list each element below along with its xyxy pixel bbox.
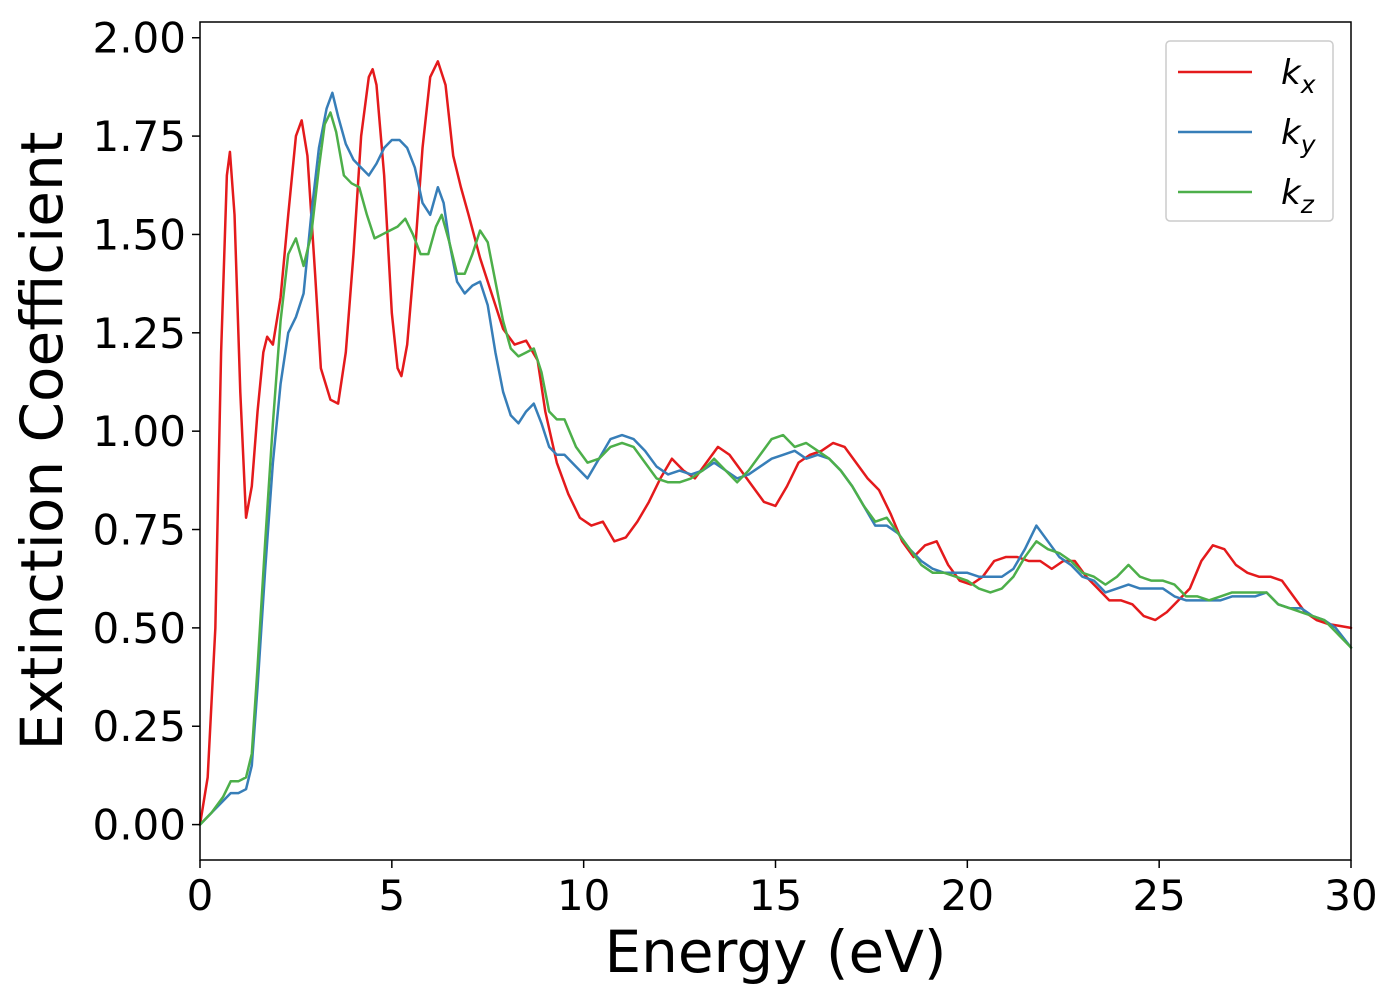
x-tick-label: 5: [378, 871, 405, 920]
x-tick-label: 20: [941, 871, 994, 920]
y-axis-label: Extinction Coefficient: [8, 132, 76, 751]
legend-label: kz: [1281, 173, 1315, 219]
y-tick-label: 0.25: [92, 702, 186, 751]
series-line-ky: [198, 91, 1353, 826]
y-tick-label: 1.50: [92, 210, 186, 259]
x-axis-ticks: 0 5 10 15 20 25 30: [187, 860, 1378, 920]
x-tick-label: 10: [557, 871, 610, 920]
legend: kx ky kz: [1165, 40, 1334, 222]
legend-label: ky: [1281, 113, 1317, 159]
y-tick-label: 1.75: [92, 112, 186, 161]
x-tick-label: 25: [1132, 871, 1185, 920]
y-tick-label: 0.00: [92, 801, 186, 850]
y-tick-label: 0.75: [92, 506, 186, 555]
x-tick-label: 0: [187, 871, 214, 920]
x-tick-label: 30: [1324, 871, 1377, 920]
series-line-kx: [198, 60, 1353, 826]
series-line-kz: [198, 111, 1353, 826]
x-tick-label: 15: [749, 871, 802, 920]
y-tick-label: 1.00: [92, 407, 186, 456]
y-tick-label: 1.25: [92, 309, 186, 358]
y-tick-label: 0.50: [92, 604, 186, 653]
y-tick-label: 2.00: [92, 14, 186, 63]
legend-label: kx: [1281, 53, 1316, 99]
y-axis-ticks: 0.00 0.25 0.50 0.75 1.00 1.25 1.50 1.75 2.00: [92, 14, 200, 850]
x-axis-label: Energy (eV): [604, 918, 946, 986]
plot-lines: [198, 60, 1353, 826]
